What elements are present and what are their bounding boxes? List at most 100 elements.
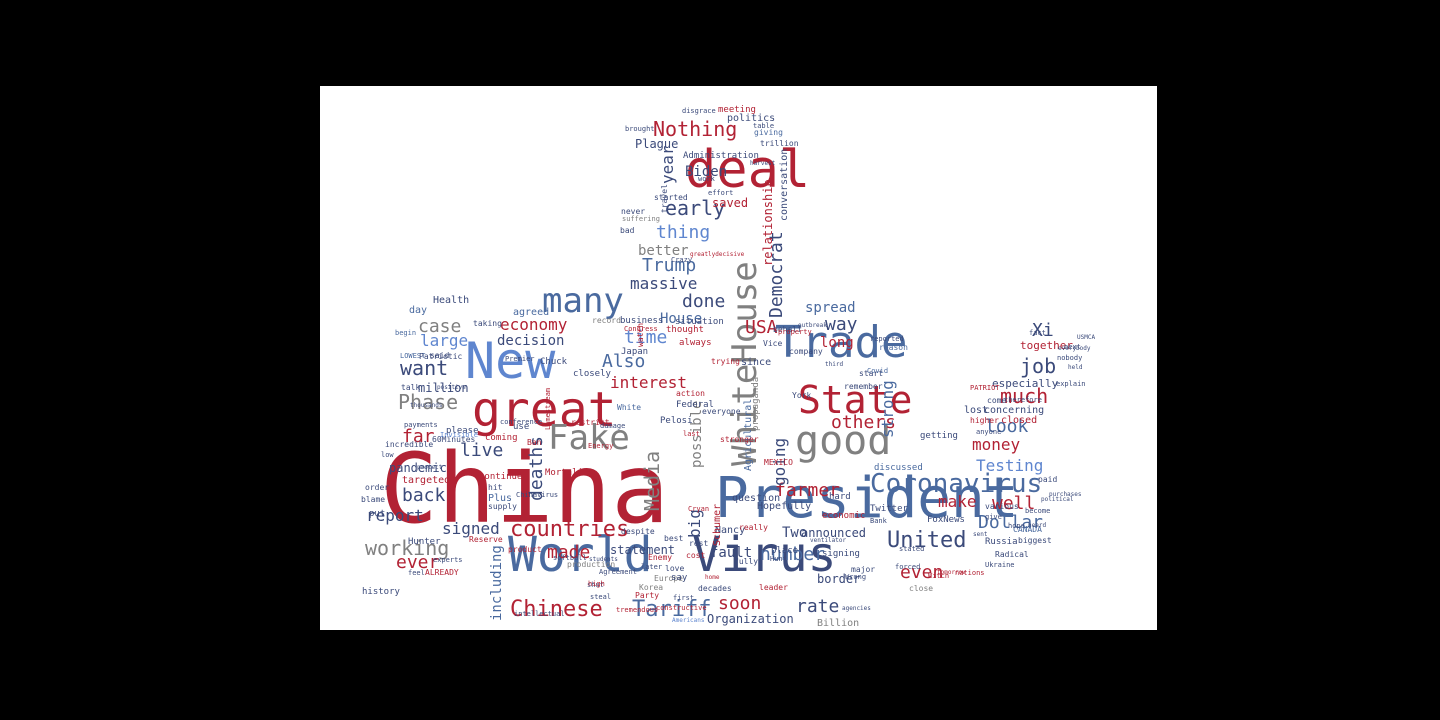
- word-coronavirus: Coronavirus: [870, 469, 1043, 499]
- word-constructive: constructive: [656, 604, 707, 612]
- word-cloud: China President World Virus New great deal Trad…: [320, 86, 1157, 630]
- word-closely: closely: [573, 369, 611, 379]
- word-even: even: [900, 562, 944, 583]
- word-start: start: [859, 369, 884, 378]
- word-explain: explain: [1056, 380, 1086, 388]
- word-media: Media: [640, 450, 664, 511]
- word-meeting: meeting: [718, 105, 756, 115]
- word-ban: Ban: [527, 438, 542, 447]
- word-hope: hope: [1008, 522, 1025, 530]
- word-new: New: [465, 332, 556, 390]
- word-started: started: [654, 193, 688, 202]
- word-forced: forced: [895, 563, 921, 571]
- word-targeted: targeted: [402, 475, 451, 486]
- word-steal: steal: [590, 593, 612, 601]
- word-therefore: therefore: [1004, 396, 1042, 404]
- word-nations: nations: [955, 569, 985, 577]
- word-border: border: [817, 572, 861, 586]
- word-thing: thing: [656, 222, 711, 243]
- word-deal: deal: [685, 140, 811, 200]
- word-coming: coming: [485, 433, 518, 443]
- word-massive: massive: [630, 274, 698, 293]
- word-decades: decades: [698, 584, 732, 593]
- word-great: great: [472, 382, 617, 438]
- word-number: number: [760, 544, 826, 565]
- word-already: ALREADY: [425, 568, 459, 577]
- word-suffering: suffering: [622, 215, 660, 223]
- word-trying: trying: [711, 357, 740, 366]
- word-lost: lost: [964, 405, 989, 416]
- word-travel: travel: [660, 184, 669, 213]
- word-far: far: [402, 426, 435, 447]
- word-year: year: [658, 145, 677, 184]
- word-crazy: Crazy: [671, 256, 693, 264]
- word-since: since: [741, 357, 772, 368]
- word-good: good: [795, 418, 892, 464]
- word-congress: Congress: [624, 325, 658, 333]
- word-tariff: Tariff: [632, 597, 712, 622]
- word-especially: especially: [992, 377, 1059, 390]
- word-table: table: [753, 122, 775, 130]
- word-vice: Vice: [763, 339, 783, 348]
- word-brought: brought: [625, 125, 655, 133]
- word-fully: fully: [734, 557, 759, 566]
- word-house: House: [660, 311, 703, 327]
- word-job: job: [1020, 354, 1057, 378]
- word-administration: Administration: [683, 151, 759, 161]
- word-others: others: [831, 412, 897, 433]
- word-taking: taking: [473, 319, 502, 328]
- word-everyone: everyone: [702, 407, 741, 416]
- word-use: use: [513, 422, 530, 432]
- word-witch: Witch: [928, 572, 950, 580]
- word-wrong: Wrong: [845, 573, 867, 581]
- word-harvest: harvest: [750, 160, 776, 167]
- word-large: large: [420, 331, 469, 350]
- word-anyone: anyone: [976, 428, 1002, 436]
- word-americans: Americans: [672, 617, 705, 624]
- word-patriotic: Patriotic: [419, 352, 463, 361]
- word-energy: Energy: [588, 442, 614, 450]
- word-payments: payments: [404, 421, 438, 429]
- word-million: million: [418, 381, 469, 395]
- word-trade: Trade: [775, 317, 908, 368]
- word-including: including: [489, 545, 505, 621]
- word-biden: Biden: [685, 164, 728, 180]
- word-situation: situation: [675, 317, 724, 327]
- word-reported: reported: [870, 335, 904, 343]
- word-pandemic: pandemic: [389, 461, 447, 475]
- word-never: never: [621, 207, 646, 216]
- word-put: put: [369, 509, 386, 519]
- word-fake: Fake: [548, 418, 630, 458]
- word-money: money: [972, 435, 1021, 454]
- word-economic: economic: [822, 511, 866, 521]
- word-health: Health: [433, 295, 470, 306]
- word-blame: blame: [361, 495, 386, 504]
- word-rate: rate: [796, 596, 840, 617]
- word-remember: remember: [844, 382, 883, 391]
- word-restrict: restrict: [571, 418, 610, 427]
- word-record: record: [592, 316, 621, 325]
- word-statement: statement: [610, 543, 676, 557]
- word-economy: economy: [500, 315, 568, 334]
- word-soon: soon: [718, 593, 762, 614]
- word-ventilator: ventilator: [810, 537, 847, 544]
- word-big: big: [685, 509, 704, 538]
- word-effort: effort: [708, 189, 734, 197]
- word-said: said: [430, 351, 450, 360]
- word-reason: reason: [879, 343, 908, 352]
- word-minutes: 60Minutes: [432, 435, 476, 444]
- word-property: property: [778, 328, 812, 336]
- word-getting: getting: [920, 431, 958, 441]
- word-chinese: Chinese: [510, 597, 603, 622]
- word-held: held: [1068, 364, 1083, 371]
- word-begin: begin: [395, 329, 417, 337]
- word-decision: decision: [497, 333, 565, 349]
- word-conference: conference: [500, 418, 543, 426]
- word-white: White: [617, 403, 642, 412]
- word-pelosi: Pelosi: [660, 416, 693, 426]
- word-really: really: [739, 523, 768, 532]
- word-shut: shut: [587, 581, 604, 589]
- word-working: working: [365, 536, 450, 560]
- word-despite: despite: [621, 527, 655, 536]
- word-experts: experts: [433, 556, 463, 564]
